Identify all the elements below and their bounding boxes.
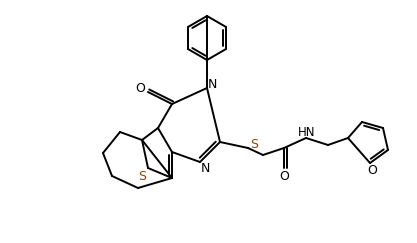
Text: O: O (367, 165, 377, 177)
Text: O: O (279, 170, 289, 182)
Text: S: S (250, 138, 258, 150)
Text: O: O (135, 81, 145, 95)
Text: N: N (200, 162, 210, 174)
Text: S: S (138, 170, 146, 182)
Text: N: N (207, 78, 217, 90)
Text: HN: HN (298, 125, 316, 139)
